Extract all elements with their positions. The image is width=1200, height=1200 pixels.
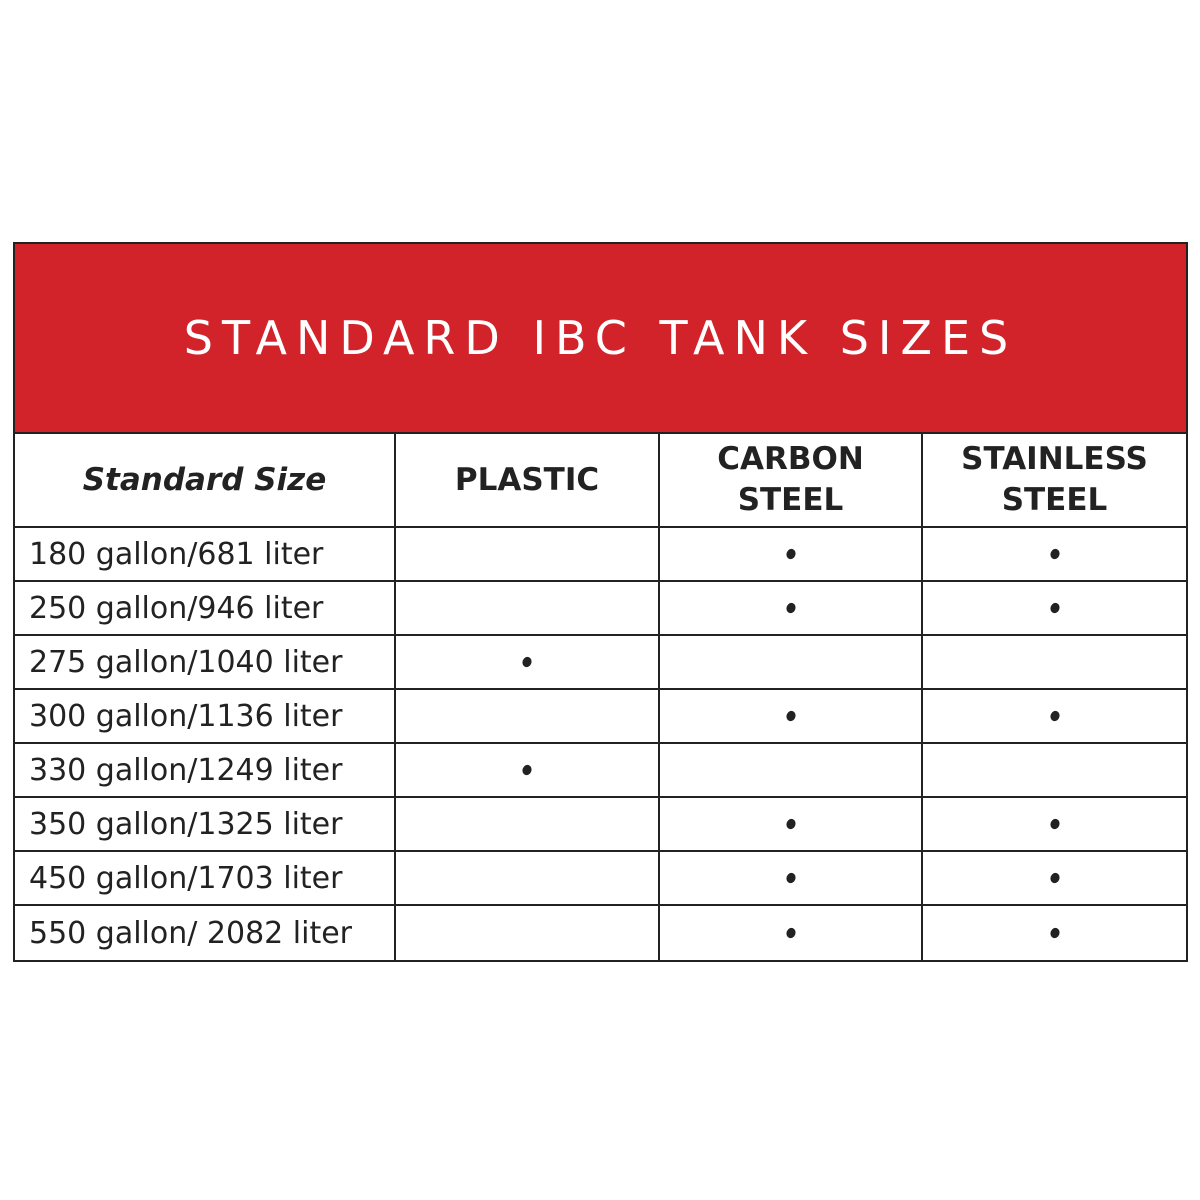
dot-icon bbox=[785, 602, 796, 614]
dot-icon bbox=[1049, 602, 1060, 614]
size-cell: 330 gallon/1249 liter bbox=[15, 744, 396, 798]
availability-cell bbox=[396, 798, 660, 852]
size-cell: 275 gallon/1040 liter bbox=[15, 636, 396, 690]
availability-dot bbox=[785, 872, 796, 884]
availability-cell bbox=[923, 636, 1186, 690]
dot-icon bbox=[1049, 548, 1060, 560]
size-cell: 250 gallon/946 liter bbox=[15, 582, 396, 636]
dot-icon bbox=[1049, 818, 1060, 830]
availability-cell bbox=[660, 906, 923, 960]
availability-cell bbox=[923, 690, 1186, 744]
availability-dot bbox=[1049, 548, 1060, 560]
dot-icon bbox=[785, 710, 796, 722]
availability-dot bbox=[785, 602, 796, 614]
availability-cell bbox=[396, 744, 660, 798]
availability-cell bbox=[660, 744, 923, 798]
dot-icon bbox=[785, 927, 796, 939]
column-header: PLASTIC bbox=[396, 434, 660, 528]
availability-cell bbox=[396, 528, 660, 582]
table: Standard Size PLASTIC CARBON STEEL STAINLES… bbox=[15, 434, 1186, 960]
dot-icon bbox=[1049, 927, 1060, 939]
availability-cell bbox=[923, 798, 1186, 852]
availability-dot bbox=[522, 656, 532, 668]
availability-cell bbox=[923, 852, 1186, 906]
availability-cell bbox=[923, 744, 1186, 798]
availability-dot bbox=[1049, 872, 1060, 884]
size-cell: 350 gallon/1325 liter bbox=[15, 798, 396, 852]
availability-cell bbox=[396, 852, 660, 906]
availability-dot bbox=[1049, 602, 1060, 614]
availability-cell bbox=[660, 582, 923, 636]
availability-cell bbox=[923, 906, 1186, 960]
availability-cell bbox=[396, 636, 660, 690]
availability-dot bbox=[522, 764, 532, 776]
availability-cell bbox=[396, 690, 660, 744]
availability-cell bbox=[660, 798, 923, 852]
availability-cell bbox=[660, 528, 923, 582]
availability-dot bbox=[785, 548, 796, 560]
dot-icon bbox=[1049, 710, 1060, 722]
availability-dot bbox=[785, 818, 796, 830]
size-cell: 180 gallon/681 liter bbox=[15, 528, 396, 582]
dot-icon bbox=[522, 764, 532, 776]
dot-icon bbox=[785, 818, 796, 830]
availability-dot bbox=[1049, 710, 1060, 722]
column-header: Standard Size bbox=[15, 434, 396, 528]
dot-icon bbox=[785, 548, 796, 560]
table-frame: STANDARD IBC TANK SIZES Standard Size PLA… bbox=[13, 242, 1188, 962]
dot-icon bbox=[1049, 872, 1060, 884]
availability-dot bbox=[1049, 927, 1060, 939]
availability-cell bbox=[396, 582, 660, 636]
availability-cell bbox=[923, 528, 1186, 582]
availability-cell bbox=[660, 636, 923, 690]
dot-icon bbox=[522, 656, 532, 668]
availability-cell bbox=[923, 582, 1186, 636]
size-cell: 550 gallon/ 2082 liter bbox=[15, 906, 396, 960]
column-header: CARBON STEEL bbox=[660, 434, 923, 528]
availability-dot bbox=[785, 927, 796, 939]
size-cell: 450 gallon/1703 liter bbox=[15, 852, 396, 906]
title: STANDARD IBC TANK SIZES bbox=[15, 244, 1186, 434]
availability-dot bbox=[1049, 818, 1060, 830]
column-header: STAINLESS STEEL bbox=[923, 434, 1186, 528]
availability-dot bbox=[785, 710, 796, 722]
availability-cell bbox=[660, 690, 923, 744]
size-cell: 300 gallon/1136 liter bbox=[15, 690, 396, 744]
dot-icon bbox=[785, 872, 796, 884]
availability-cell bbox=[660, 852, 923, 906]
availability-cell bbox=[396, 906, 660, 960]
